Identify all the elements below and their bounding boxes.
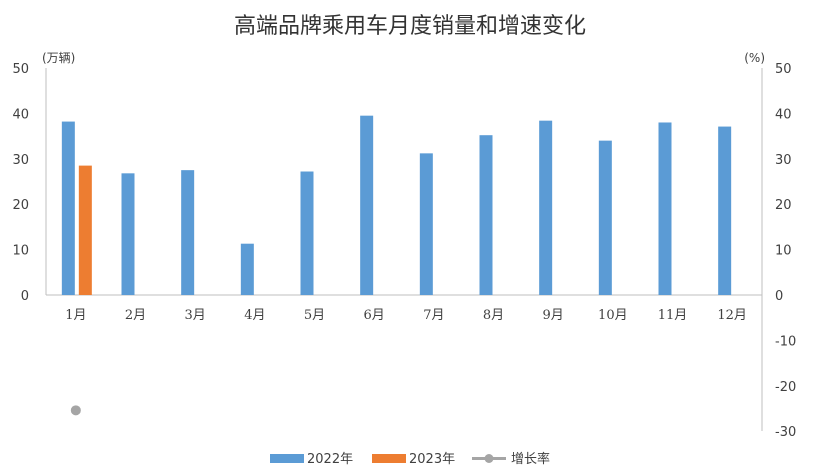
category-label: 7月 <box>423 308 444 323</box>
bar-2022年-3月 <box>181 170 195 295</box>
category-label: 3月 <box>185 308 206 323</box>
category-label: 6月 <box>364 308 385 323</box>
category-label: 11月 <box>658 308 688 323</box>
right-tick-label: -10 <box>775 334 796 349</box>
legend-item-2022年[interactable]: 2022年 <box>270 452 353 467</box>
legend-label: 增长率 <box>511 451 550 467</box>
category-label: 2月 <box>125 308 146 323</box>
right-axis-unit: (%) <box>744 51 765 65</box>
legend: 2022年 2023年 增长率 <box>270 451 550 467</box>
bar-2022年-1月 <box>61 121 75 296</box>
category-label: 8月 <box>483 308 504 323</box>
bar-group <box>61 115 732 296</box>
right-tick-label: 10 <box>775 244 792 259</box>
bar-2022年-11月 <box>658 122 672 295</box>
legend-item-增长率[interactable]: 增长率 <box>472 451 550 467</box>
bar-2022年-4月 <box>240 243 254 295</box>
category-label: 12月 <box>717 308 747 323</box>
left-tick-label: 10 <box>12 244 29 259</box>
category-label: 9月 <box>543 308 564 323</box>
right-tick-label: -30 <box>775 425 796 440</box>
chart-title: 高端品牌乘用车月度销量和增速变化 <box>234 14 586 39</box>
legend-swatch <box>270 454 304 463</box>
left-axis-unit: (万辆) <box>42 51 75 65</box>
bar-2022年-7月 <box>419 153 433 295</box>
category-label: 4月 <box>244 308 265 323</box>
category-labels: 1月 2月 3月 4月 5月 6月 7月 8月 9月 10月 11月 12月 <box>65 308 747 323</box>
line-points <box>70 405 81 416</box>
right-tick-label: -20 <box>775 380 796 395</box>
bar-2022年-12月 <box>718 126 732 295</box>
left-tick-label: 0 <box>21 289 29 304</box>
category-label: 5月 <box>304 308 325 323</box>
left-axis-ticks: 0 10 20 30 40 50 <box>12 62 29 304</box>
bar-2022年-2月 <box>121 173 135 295</box>
legend-label: 2023年 <box>409 452 455 467</box>
legend-marker <box>484 454 494 463</box>
left-tick-label: 50 <box>12 62 29 77</box>
category-label: 10月 <box>598 308 628 323</box>
right-tick-label: 20 <box>775 198 792 213</box>
bar-2022年-5月 <box>300 171 314 295</box>
right-tick-label: 30 <box>775 153 792 168</box>
bar-2023年-1月 <box>78 165 92 295</box>
bar-2022年-8月 <box>479 135 493 295</box>
left-tick-label: 30 <box>12 153 29 168</box>
left-tick-label: 40 <box>12 107 29 122</box>
legend-item-2023年[interactable]: 2023年 <box>372 452 455 467</box>
right-tick-label: 40 <box>775 107 792 122</box>
bar-2022年-9月 <box>539 120 553 295</box>
bar-2022年-6月 <box>360 115 374 295</box>
left-tick-label: 20 <box>12 198 29 213</box>
legend-label: 2022年 <box>307 452 353 467</box>
right-tick-label: 0 <box>775 289 783 304</box>
right-axis-ticks: 50 40 30 20 10 0 -10 -20 -30 <box>775 62 796 440</box>
right-tick-label: 50 <box>775 62 792 77</box>
legend-swatch <box>372 454 406 463</box>
bar-2022年-10月 <box>598 140 612 295</box>
category-label: 1月 <box>65 308 86 323</box>
point-增长率-1月 <box>70 405 81 416</box>
